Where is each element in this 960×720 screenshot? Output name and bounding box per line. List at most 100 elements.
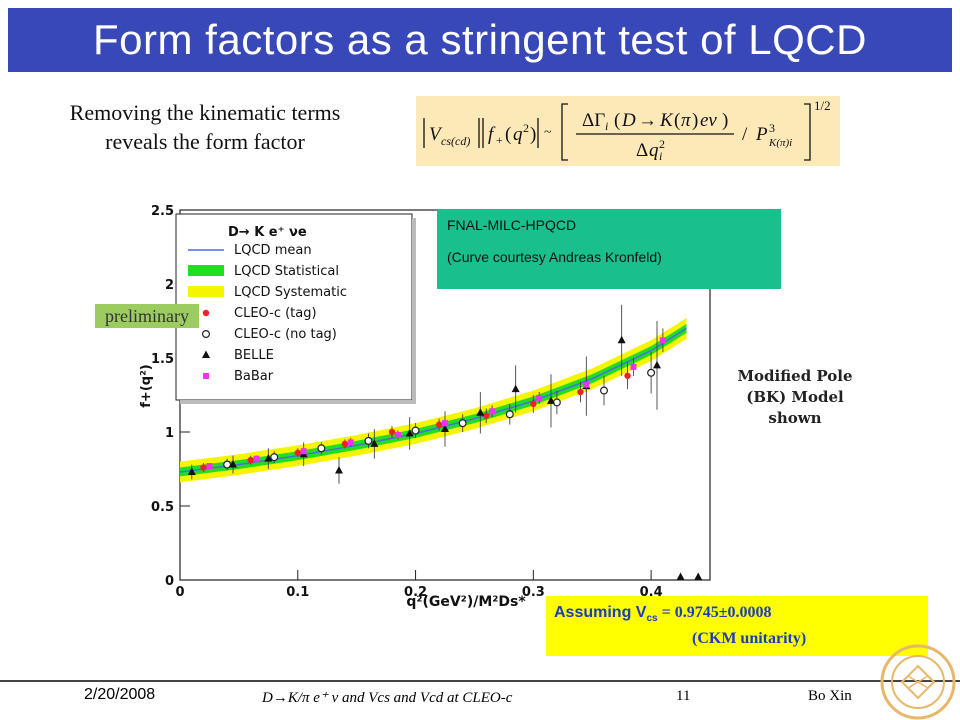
svg-text:P: P [755, 124, 768, 145]
legend-swatch [201, 330, 210, 339]
svg-text:2: 2 [523, 121, 529, 135]
fnal-line-1: FNAL-MILC-HPQCD [447, 217, 577, 233]
legend-label: CLEO-c (no tag) [234, 327, 337, 342]
svg-text:(: ( [614, 110, 620, 131]
data-point [458, 419, 467, 428]
data-point [335, 465, 343, 474]
data-point [388, 428, 396, 436]
data-point [647, 368, 656, 377]
x-tick-label: 0.2 [404, 585, 427, 600]
slide-title: Form factors as a stringent test of LQCD [93, 16, 867, 63]
footer-title: D→K/π e⁺ ν and Vcs and Vcd at CLEO-c [262, 690, 513, 706]
svg-text:3: 3 [769, 121, 775, 135]
data-point [253, 455, 260, 462]
svg-text:i: i [605, 119, 608, 133]
data-point [294, 449, 301, 456]
legend-swatch [202, 309, 210, 317]
data-point [617, 335, 626, 344]
x-axis-label: q²(GeV²)/M²Ds* [406, 594, 526, 610]
data-point [676, 572, 685, 581]
data-point [630, 363, 637, 370]
legend-label: LQCD Systematic [234, 285, 347, 300]
data-point [441, 424, 449, 433]
fnal-annotation: FNAL-MILC-HPQCD (Curve courtesy Andreas … [437, 209, 781, 289]
svg-text:(: ( [674, 110, 680, 131]
lqcd-statistical-band [180, 323, 687, 477]
legend-swatch [188, 286, 224, 297]
data-point [187, 467, 196, 475]
legend-label: BaBar [234, 369, 274, 384]
chart-legend: D→ K e⁺ νe LQCD mean LQCD Statistical LQCD… [175, 213, 416, 404]
legend-label: LQCD mean [234, 243, 312, 258]
intro-text: Removing the kinematic terms reveals the… [30, 98, 380, 156]
svg-text:cs(cd): cs(cd) [441, 134, 470, 148]
x-tick-label: 0.1 [286, 585, 309, 600]
y-tick-label: 1.5 [151, 352, 174, 367]
data-point [505, 410, 514, 419]
svg-text:i: i [659, 149, 662, 163]
data-point [483, 412, 490, 419]
data-point [442, 420, 448, 427]
chart-title: D→ K e⁺ νe [228, 225, 307, 240]
legend-swatch [188, 265, 224, 276]
footer-date: 2/20/2008 [84, 686, 156, 703]
data-point [270, 453, 279, 462]
svg-text:Δ: Δ [636, 140, 648, 161]
svg-text:eν: eν [700, 110, 717, 131]
preliminary-label: preliminary [95, 304, 199, 328]
x-tick-label: 0.3 [522, 585, 545, 600]
formula-graphic: V cs(cd) f + (q 2) ~ ΔΓ i (D → K (π ) eν) Δ… [423, 98, 831, 163]
svg-text:+: + [496, 133, 503, 147]
legend-label: LQCD Statistical [234, 264, 339, 279]
data-point [577, 388, 584, 396]
svg-text:→: → [638, 110, 657, 131]
legend-swatch [203, 373, 209, 379]
legend-label: BELLE [234, 348, 274, 363]
assumption-line-2: (CKM unitarity) [692, 630, 807, 647]
assumption-prefix: Assuming V [554, 604, 647, 621]
data-point [200, 464, 207, 471]
svg-text:V: V [429, 124, 443, 145]
svg-text:/: / [742, 124, 748, 145]
svg-text:D: D [621, 110, 636, 131]
model-note-line-1: Modified Pole [737, 367, 853, 385]
svg-text:~: ~ [544, 125, 552, 140]
fnal-line-2: (Curve courtesy Andreas Kronfeld) [447, 249, 662, 265]
svg-text:): ) [530, 124, 536, 145]
y-axis-label: f+(q²) [139, 364, 154, 407]
data-point [223, 460, 232, 469]
data-point [600, 386, 609, 395]
assumption-line-1: Assuming Vcs = 0.9745±0.0008 [554, 604, 772, 624]
x-tick-label: 0 [175, 585, 184, 600]
data-point [435, 421, 443, 428]
svg-text:1/2: 1/2 [814, 98, 831, 113]
formula-box: V cs(cd) f + (q 2) ~ ΔΓ i (D → K (π ) eν) Δ… [416, 96, 840, 166]
data-point [394, 431, 401, 438]
svg-text:): ) [692, 110, 698, 131]
data-point [206, 463, 213, 470]
y-tick-label: 0 [165, 574, 174, 589]
title-banner: Form factors as a stringent test of LQCD [8, 8, 952, 72]
data-point [300, 448, 307, 455]
data-point [489, 408, 496, 415]
model-note: Modified Pole (BK) Model shown [720, 366, 870, 429]
legend-swatch [202, 350, 210, 358]
data-point [536, 394, 543, 401]
svg-text:2: 2 [659, 137, 665, 151]
data-point [411, 426, 420, 435]
svg-text:K(π)i: K(π)i [768, 137, 792, 149]
svg-text:q: q [649, 140, 659, 161]
data-point [583, 381, 590, 388]
intro-line-1: Removing the kinematic terms [69, 100, 341, 125]
data-point [552, 398, 561, 407]
svg-text:q: q [513, 124, 523, 145]
assumption-box: Assuming Vcs = 0.9745±0.0008 (CKM unitar… [546, 596, 928, 656]
data-point [653, 360, 661, 369]
svg-text:): ) [722, 110, 728, 131]
data-point [405, 428, 414, 437]
y-tick-label: 2 [165, 278, 174, 293]
svg-text:f: f [488, 124, 496, 145]
footer-author: Bo Xin [808, 688, 852, 704]
university-seal-logo [880, 644, 956, 720]
model-note-line-2: (BK) Model [746, 388, 844, 406]
